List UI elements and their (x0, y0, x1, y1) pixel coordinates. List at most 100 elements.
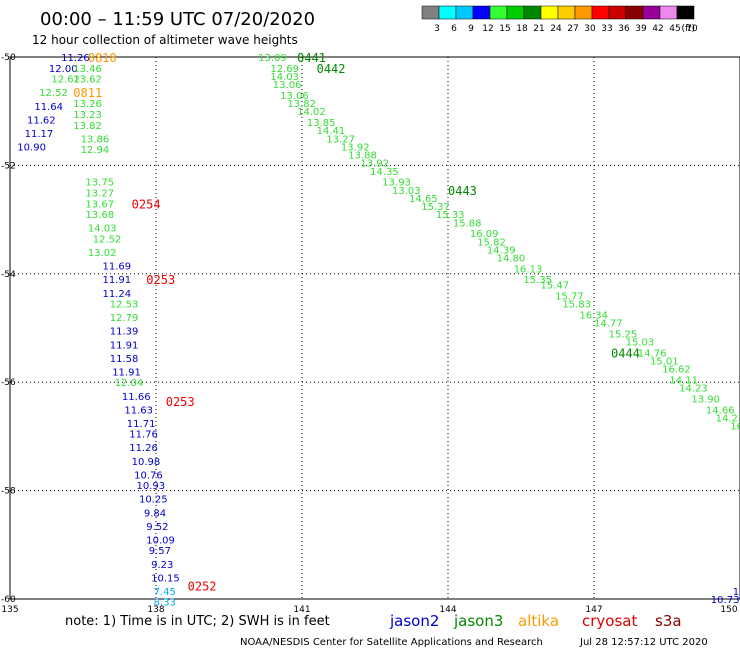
wave-height-label: 14.41 (317, 126, 346, 137)
wave-height-label: 13.68 (85, 210, 114, 221)
colorbar-swatch (676, 5, 695, 20)
wave-height-label: 12.79 (110, 313, 139, 324)
wave-height-label: 14.11 (669, 375, 698, 386)
wave-height-label: 10.73 (711, 595, 740, 606)
wave-height-label: 13.82 (73, 121, 102, 132)
wave-height-label: 14.03 (270, 72, 299, 83)
colorbar-swatch (574, 5, 593, 20)
wave-height-label: 13.06 (280, 91, 309, 102)
colorbar-label: 30 (584, 24, 596, 34)
wave-height-label: 11.58 (110, 354, 139, 365)
wave-height-label: 11.62 (27, 115, 56, 126)
wave-height-label: 11.17 (25, 129, 54, 140)
wave-height-label: 16.09 (470, 229, 499, 240)
wave-height-label: 14.23 (679, 384, 708, 395)
wave-height-label: 9.84 (144, 508, 166, 519)
pass-time-label: 0254 (132, 197, 161, 211)
colorbar-label: 21 (533, 24, 544, 34)
wave-height-label: 14.39 (487, 245, 516, 256)
wave-height-label: 11.26 (129, 443, 158, 454)
colorbar-label: 12 (482, 24, 493, 34)
colorbar-label: 18 (516, 24, 528, 34)
wave-height-label: 13.06 (273, 80, 302, 91)
wave-height-label: 12.62 (51, 75, 80, 86)
wave-height-label: 13.92 (341, 142, 370, 153)
wave-height-label: 11.76 (129, 430, 158, 441)
colorbar-swatch (523, 5, 542, 20)
colorbar-label: 6 (451, 24, 457, 34)
satellite-legend: jason2 jason3 altika cryosat s3a (389, 612, 682, 630)
footer-credit: NOAA/NESDIS Center for Satellite Applica… (240, 637, 543, 648)
wave-height-label: 13.23 (73, 110, 102, 121)
wave-height-label: 11.63 (124, 405, 153, 416)
plot-frame (9, 56, 740, 600)
wave-height-label: 12.53 (110, 300, 139, 311)
footer-note: note: 1) Time is in UTC; 2) SWH is in fe… (65, 614, 330, 629)
colorbar-swatch (506, 5, 525, 20)
colorbar-label: 36 (618, 24, 630, 34)
legend-jason3: jason3 (453, 612, 503, 630)
wave-height-label: 11.24 (102, 289, 131, 300)
wave-height-label: 14.65 (409, 194, 438, 205)
x-tick-label: 135 (1, 605, 18, 615)
chart-subtitle: 12 hour collection of altimeter wave hei… (32, 33, 298, 47)
legend-s3a: s3a (655, 612, 682, 630)
wave-height-label: 10.90 (17, 142, 46, 153)
pass-time-label: 0444 (611, 346, 640, 360)
colorbar-label: 33 (601, 24, 612, 34)
wave-height-label: 11.66 (122, 392, 151, 403)
wave-height-label: 12.52 (39, 88, 68, 99)
wave-height-label: 15.77 (555, 291, 584, 302)
wave-height-label: 14.02 (297, 107, 326, 118)
wave-height-label: 13.92 (360, 159, 389, 170)
colorbar-swatch (557, 5, 576, 20)
colorbar-label: 15 (499, 24, 510, 34)
wave-height-label: 13.93 (382, 178, 411, 189)
wave-height-label: 16.34 (579, 310, 608, 321)
grid (10, 57, 740, 599)
y-tick-label: -60 (1, 595, 16, 605)
pass-time-label: 0252 (188, 579, 217, 593)
wave-height-label: 10.93 (137, 481, 166, 492)
wave-height-label: 16.02 (730, 422, 740, 433)
wave-height-label: 10.48 (733, 587, 740, 598)
wave-height-label: 13.67 (85, 199, 114, 210)
wave-height-label: 16.62 (662, 365, 691, 376)
wave-height-label: 15.82 (477, 237, 506, 248)
wave-height-label: 15.33 (436, 210, 465, 221)
colorbar-label: 27 (567, 24, 578, 34)
x-tick-label: 141 (293, 605, 310, 615)
wave-height-label: 14.03 (88, 224, 117, 235)
legend-altika: altika (518, 612, 559, 630)
wave-height-label: 15.83 (562, 300, 591, 311)
y-tick-label: -56 (1, 378, 16, 388)
wave-height-label: 13.82 (287, 99, 316, 110)
x-tick-labels: 135 138 141 144 147 150 (1, 605, 737, 615)
wave-height-label: 9.23 (151, 560, 173, 571)
colorbar-unit: (ft) (681, 24, 695, 34)
wave-height-label: 13.26 (73, 99, 102, 110)
wave-height-label: 10.76 (134, 470, 163, 481)
pass-time-label: 0253 (166, 395, 195, 409)
pass-time-label: 0443 (448, 184, 477, 198)
colorbar-swatch (540, 5, 559, 20)
colorbar-swatch (421, 5, 440, 20)
y-tick-label: -50 (1, 53, 16, 63)
wave-height-label: 12.94 (81, 145, 110, 156)
footer-timestamp: Jul 28 12:57:12 UTC 2020 (579, 637, 708, 648)
pass-time-label: 0442 (317, 62, 346, 76)
colorbar-swatch (642, 5, 661, 20)
wave-height-label: 13.02 (88, 248, 117, 259)
wave-height-label: 13.27 (326, 134, 355, 145)
y-tick-label: -52 (1, 161, 16, 171)
legend-jason2: jason2 (389, 612, 439, 630)
pass-time-label: 0441 (297, 51, 326, 65)
wave-height-label: 11.69 (102, 262, 131, 273)
wave-height-label: 10.15 (151, 573, 180, 584)
colorbar-label: 39 (635, 24, 647, 34)
colorbar-label: 42 (652, 24, 663, 34)
wave-height-label: 11.91 (112, 367, 141, 378)
wave-height-label: 11.91 (110, 340, 139, 351)
legend-cryosat: cryosat (582, 612, 637, 630)
